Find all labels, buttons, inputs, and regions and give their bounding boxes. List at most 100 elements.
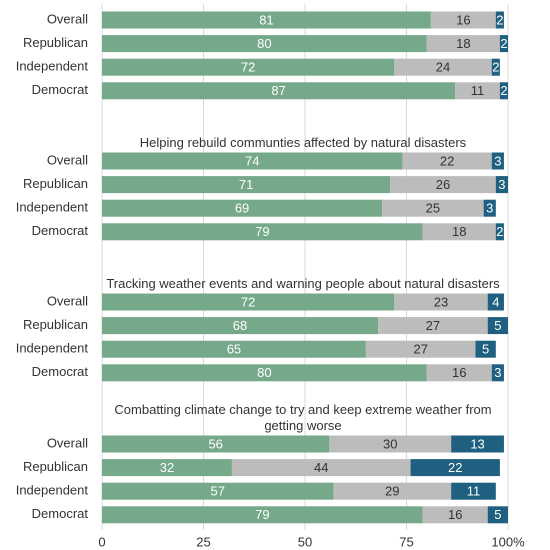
bar-segment bbox=[102, 199, 383, 217]
category-label: Overall bbox=[47, 435, 88, 450]
value-label: 16 bbox=[452, 365, 466, 380]
value-label: 2 bbox=[500, 36, 507, 51]
value-label: 11 bbox=[471, 83, 485, 98]
value-label: 22 bbox=[440, 153, 454, 168]
bar-segment bbox=[394, 293, 488, 311]
bar-segment bbox=[487, 506, 508, 524]
bar-segment bbox=[329, 435, 452, 453]
bar-segment bbox=[102, 435, 330, 453]
category-label: Democrat bbox=[32, 364, 89, 379]
value-label: 27 bbox=[413, 342, 427, 357]
value-label: 65 bbox=[227, 342, 241, 357]
bar-segment bbox=[390, 176, 496, 194]
value-label: 29 bbox=[385, 484, 399, 499]
bar-segment bbox=[102, 35, 427, 53]
category-label: Republican bbox=[23, 317, 88, 332]
bar-segment bbox=[455, 82, 500, 100]
category-label: Democrat bbox=[32, 82, 89, 97]
value-label: 11 bbox=[467, 484, 481, 499]
value-label: 72 bbox=[241, 294, 255, 309]
value-label: 3 bbox=[486, 201, 493, 216]
bar-segment bbox=[422, 223, 496, 241]
value-label: 3 bbox=[494, 153, 501, 168]
bar-segment bbox=[102, 340, 366, 358]
bar-segment bbox=[102, 223, 423, 241]
bar-segment bbox=[378, 317, 488, 335]
value-label: 80 bbox=[257, 365, 271, 380]
value-label: 5 bbox=[482, 342, 489, 357]
x-tick-label: 75 bbox=[399, 534, 413, 549]
category-label: Independent bbox=[16, 59, 89, 74]
value-label: 68 bbox=[233, 318, 247, 333]
value-label: 79 bbox=[255, 224, 269, 239]
category-label: Democrat bbox=[32, 223, 89, 238]
value-label: 2 bbox=[496, 224, 503, 239]
bar-segment bbox=[410, 459, 500, 477]
bar-segment bbox=[402, 152, 492, 170]
bar-segment bbox=[394, 58, 492, 76]
bar-segment bbox=[102, 293, 395, 311]
category-label: Democrat bbox=[32, 506, 89, 521]
value-label: 87 bbox=[271, 83, 285, 98]
value-label: 27 bbox=[426, 318, 440, 333]
bar-segment bbox=[495, 176, 508, 194]
bar-segment bbox=[102, 482, 334, 500]
bar-segment bbox=[365, 340, 476, 358]
bar-segment bbox=[491, 152, 504, 170]
x-tick-label: 25 bbox=[196, 534, 210, 549]
value-label: 71 bbox=[239, 177, 253, 192]
category-label: Independent bbox=[16, 341, 89, 356]
bar-segment bbox=[426, 35, 500, 53]
bar-segment bbox=[102, 58, 395, 76]
value-label: 3 bbox=[494, 365, 501, 380]
bar-segment bbox=[333, 482, 452, 500]
value-label: 5 bbox=[494, 318, 501, 333]
bar-segment bbox=[102, 152, 403, 170]
value-label: 22 bbox=[448, 460, 462, 475]
value-label: 25 bbox=[426, 201, 440, 216]
bar-segment bbox=[430, 11, 496, 29]
bar-segment bbox=[426, 364, 492, 382]
x-tick-label: 100% bbox=[491, 534, 525, 549]
category-label: Overall bbox=[47, 152, 88, 167]
bar-segment bbox=[382, 199, 484, 217]
value-label: 56 bbox=[208, 436, 222, 451]
value-label: 44 bbox=[314, 460, 328, 475]
value-label: 4 bbox=[492, 294, 499, 309]
bar-segment bbox=[102, 459, 232, 477]
value-label: 32 bbox=[160, 460, 174, 475]
x-tick-label: 0 bbox=[98, 534, 105, 549]
category-label: Republican bbox=[23, 35, 88, 50]
bar-segment bbox=[102, 506, 423, 524]
bar-segment bbox=[102, 317, 379, 335]
bar-segment bbox=[451, 482, 496, 500]
bar-segment bbox=[487, 293, 504, 311]
category-label: Republican bbox=[23, 459, 88, 474]
value-label: 30 bbox=[383, 436, 397, 451]
value-label: 23 bbox=[434, 294, 448, 309]
category-label: Overall bbox=[47, 293, 88, 308]
bar-segment bbox=[499, 82, 508, 100]
value-label: 69 bbox=[235, 201, 249, 216]
value-label: 80 bbox=[257, 36, 271, 51]
bar-segment bbox=[491, 58, 500, 76]
value-label: 16 bbox=[456, 12, 470, 27]
panel-title: Tracking weather events and warning peop… bbox=[106, 276, 500, 291]
bar-segment bbox=[487, 317, 508, 335]
category-label: Republican bbox=[23, 176, 88, 191]
panel-title: Combatting climate change to try and kee… bbox=[114, 402, 492, 433]
bar-segment bbox=[451, 435, 504, 453]
bar-segment bbox=[499, 35, 508, 53]
bar-segment bbox=[102, 82, 456, 100]
value-label: 79 bbox=[255, 507, 269, 522]
bar-segment bbox=[491, 364, 504, 382]
value-label: 5 bbox=[494, 507, 501, 522]
bar-segment bbox=[102, 176, 391, 194]
value-label: 2 bbox=[492, 60, 499, 75]
x-tick-label: 50 bbox=[298, 534, 312, 549]
value-label: 3 bbox=[498, 177, 505, 192]
category-label: Independent bbox=[16, 200, 89, 215]
value-label: 16 bbox=[448, 507, 462, 522]
value-label: 24 bbox=[436, 60, 450, 75]
